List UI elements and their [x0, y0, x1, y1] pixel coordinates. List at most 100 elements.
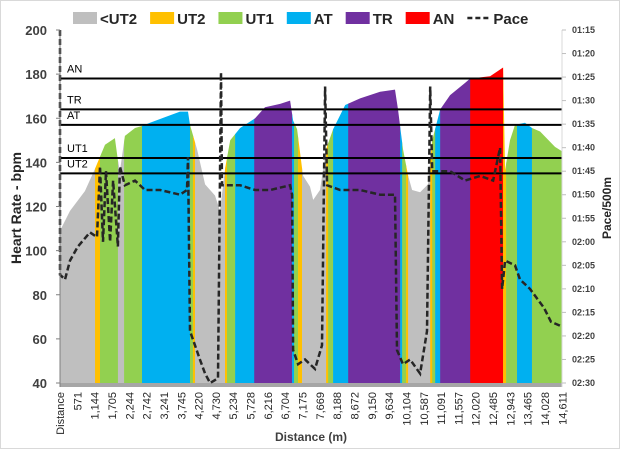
zone-area-below-ut2	[117, 67, 125, 383]
y2-tick-label: 02:10	[572, 284, 595, 294]
legend-swatch-ut1	[218, 12, 243, 24]
zone-area-at	[400, 67, 403, 383]
x-tick-label: 10,104	[401, 392, 413, 426]
zone-area-ut2	[298, 67, 303, 383]
y-axis-label: Heart Rate - bpm	[8, 152, 24, 264]
zone-area-ut1	[294, 67, 299, 383]
legend-swatch-an	[405, 12, 430, 24]
x-tick-label: 1,144	[90, 392, 102, 420]
legend-label: AN	[433, 11, 455, 28]
x-tick-label: 8,672	[349, 392, 361, 420]
y2-tick-label: 01:45	[572, 166, 595, 176]
y-tick-label: 100	[25, 244, 47, 259]
x-tick-label: 12,943	[505, 392, 517, 426]
x-tick-label: 13,465	[523, 392, 535, 426]
x-tick-label: 2,742	[142, 392, 154, 420]
zone-area-ut1	[432, 67, 436, 383]
y2-tick-label: 01:15	[572, 25, 595, 35]
zone-area-ut1	[227, 67, 236, 383]
legend-label: AT	[314, 11, 333, 28]
zone-area-an	[470, 67, 504, 383]
pace-line	[58, 30, 563, 385]
legend-swatch-tr	[345, 12, 370, 24]
y2-tick-label: 02:25	[572, 354, 595, 364]
zone-area-ut2	[406, 67, 409, 383]
legend-swatch-at	[286, 12, 311, 24]
x-tick-label: 7,669	[315, 392, 327, 420]
x-tick-label: 4,730	[211, 392, 223, 420]
y2-tick-label: 01:50	[572, 190, 595, 200]
x-tick-label: 5,234	[228, 392, 240, 420]
y-tick-label: 40	[33, 376, 47, 391]
legend: <UT2 UT2 UT1 AT TR AN Pace	[73, 11, 528, 28]
x-tick-label: 9,150	[367, 392, 379, 420]
threshold-lines: AN TR AT UT1 UT2	[60, 64, 562, 175]
x-tick-label: 11,091	[436, 392, 448, 425]
threshold-label-tr: TR	[67, 94, 82, 106]
zone-area-ut2	[192, 67, 196, 383]
x-tick-label: Distance	[55, 392, 67, 435]
y-tick-label: 180	[25, 67, 47, 82]
zone-area-tr	[254, 67, 293, 383]
x-tick-label: 571	[72, 392, 84, 410]
zone-area-tr	[440, 67, 471, 383]
zone-area-ut2	[503, 67, 507, 383]
zone-area-ut2	[326, 67, 329, 383]
threshold-label-at: AT	[67, 110, 81, 122]
zone-area-ut1	[328, 67, 334, 383]
legend-label: Pace	[493, 11, 528, 28]
y-tick-label: 160	[25, 111, 47, 126]
x-tick-label: 7,175	[298, 392, 310, 420]
x-tick-label: 10,587	[419, 392, 431, 426]
x-tick-label: 11,557	[453, 392, 465, 425]
zone-area-ut2	[225, 67, 228, 383]
y2-tick-label: 02:05	[572, 260, 595, 270]
y-tick-label: 140	[25, 155, 47, 170]
x-tick-label: 8,188	[332, 392, 344, 420]
zone-area-at	[435, 67, 441, 383]
y2-axis-label: Pace/500m	[600, 177, 614, 239]
x-tick-label: 3,745	[176, 392, 188, 420]
x-tick-label: 12,020	[471, 392, 483, 426]
y-tick-label: 80	[33, 288, 47, 303]
legend-swatch-ut2	[150, 12, 175, 24]
y2-tick-label: 01:30	[572, 96, 595, 106]
zone-area-at	[333, 67, 349, 383]
y-tick-label: 200	[25, 23, 47, 38]
legend-label: UT1	[245, 11, 273, 28]
zone-area-ut2	[430, 67, 433, 383]
x-tick-label: 4,220	[194, 392, 206, 420]
x-tick-label: 12,485	[488, 392, 500, 426]
y-tick-label: 60	[33, 332, 47, 347]
threshold-label-ut1: UT1	[67, 143, 88, 155]
y-ticks-left: 40 60 80 100 120 140 160 180 200	[25, 23, 60, 391]
zone-area-at	[235, 67, 255, 383]
y2-tick-label: 01:25	[572, 72, 595, 82]
y2-tick-label: 01:35	[572, 119, 595, 129]
y-ticks-right: 01:15 01:20 01:25 01:30 01:35 01:40 01:45 01:50…	[562, 25, 595, 388]
x-tick-label: 14,611	[557, 392, 569, 425]
threshold-label-an: AN	[67, 64, 82, 76]
legend-swatch-below-ut2	[73, 12, 97, 24]
y2-tick-label: 02:15	[572, 307, 595, 317]
y2-tick-label: 02:30	[572, 378, 595, 388]
y2-tick-label: 01:55	[572, 213, 595, 223]
y2-tick-label: 01:40	[572, 143, 595, 153]
legend-label: UT2	[177, 11, 205, 28]
zone-area-ut1	[506, 67, 518, 383]
zone-area-tr	[348, 67, 401, 383]
x-ticks: Distance 571 1,144 1,705 2,244 2,742 3,241 3,74…	[55, 392, 569, 435]
x-tick-label: 14,028	[540, 392, 552, 426]
y2-tick-label: 01:20	[572, 49, 595, 59]
zone-area-ut1	[402, 67, 407, 383]
zone-area-at	[517, 67, 533, 383]
zone-area-ut1	[124, 67, 143, 383]
zone-area-ut1	[189, 67, 194, 383]
x-tick-label: 1,705	[107, 392, 119, 420]
x-tick-label: 6,704	[280, 392, 292, 420]
x-tick-label: 2,244	[124, 392, 136, 420]
x-axis-band	[60, 383, 562, 387]
legend-label: TR	[373, 11, 393, 28]
